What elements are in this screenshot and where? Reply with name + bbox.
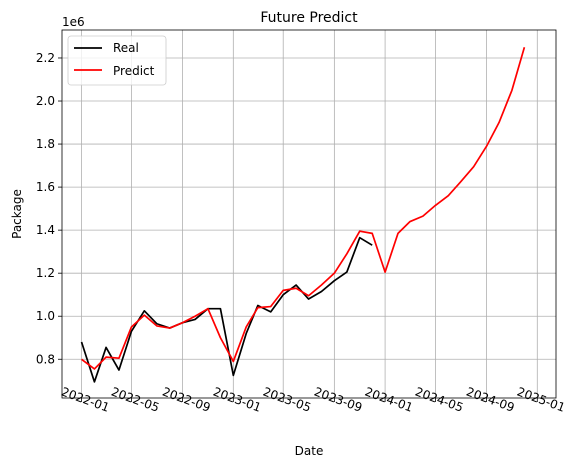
chart-title: Future Predict [260,10,358,26]
legend: Real Predict [67,35,167,86]
y-tick-label: 1.6 [36,180,55,194]
y-tick-label: 1.2 [36,266,55,280]
x-axis-label: Date [295,444,324,458]
y-tick-label: 2.0 [36,94,55,108]
y-tick-label: 1.8 [36,137,55,151]
plot-frame [61,29,557,399]
y-tick-label: 1.4 [36,223,55,237]
y-tick-label: 0.8 [36,352,55,366]
series-lines [80,46,526,383]
y-axis: 0.8 1.0 1.2 1.4 1.6 1.8 2.0 2.2 [36,51,62,366]
legend-label-predict: Predict [113,64,155,78]
y-tick-label: 2.2 [36,51,55,65]
y-offset-text: 1e6 [62,15,85,29]
y-axis-label: Package [10,189,24,239]
legend-label-real: Real [113,41,139,55]
series-line-real [80,236,373,383]
y-tick-label: 1.0 [36,309,55,323]
grid [62,30,556,398]
series-line-predict [81,46,526,370]
